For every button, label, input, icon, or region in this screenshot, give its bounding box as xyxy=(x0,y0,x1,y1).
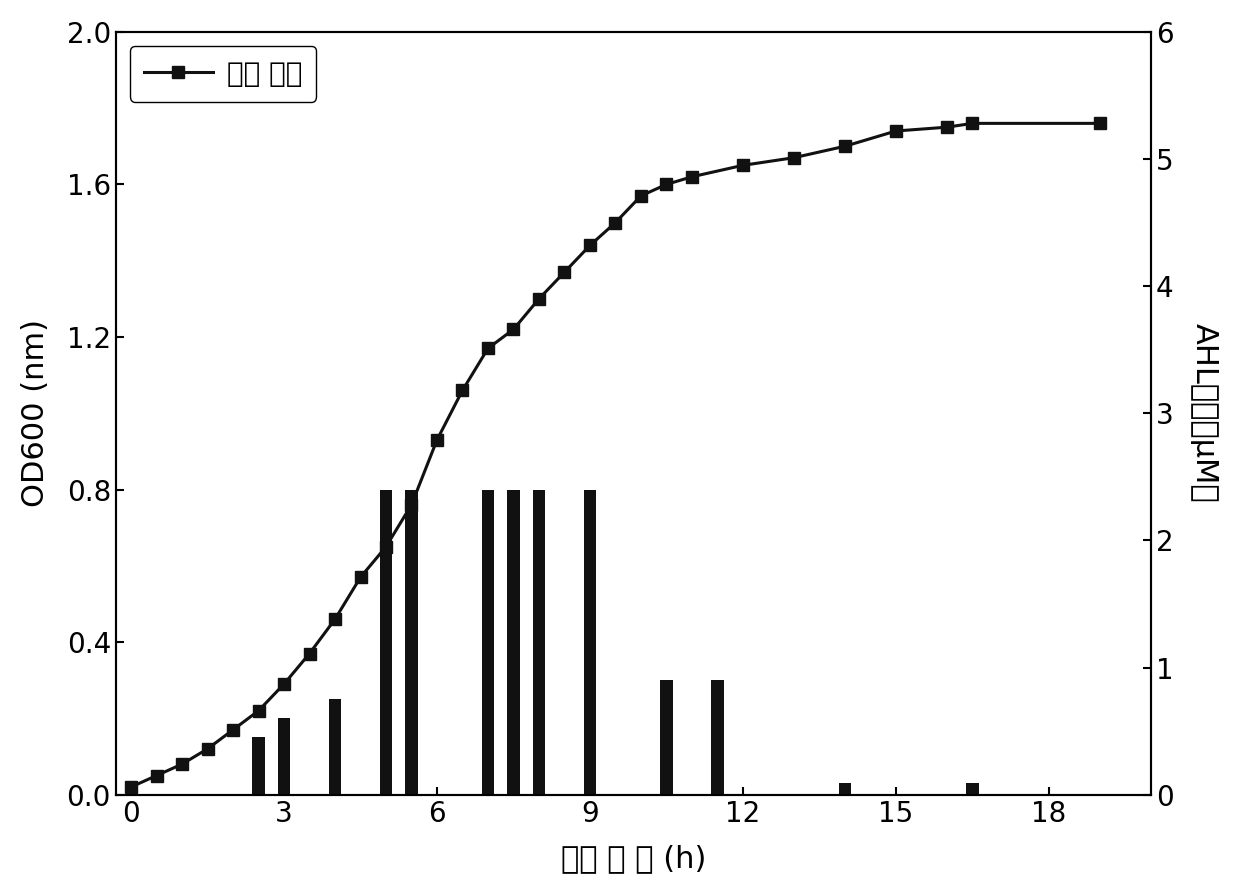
Bar xyxy=(405,490,418,795)
Bar xyxy=(711,680,724,795)
生长 曲线 xyxy=(327,614,342,625)
X-axis label: 培养 时 间 (h): 培养 时 间 (h) xyxy=(560,844,706,873)
生长 曲线 xyxy=(175,759,190,770)
生长 曲线 xyxy=(634,190,649,201)
生长 曲线 xyxy=(378,542,393,552)
生长 曲线 xyxy=(200,744,215,755)
生长 曲线 xyxy=(250,705,265,716)
生长 曲线 xyxy=(583,240,598,251)
Bar xyxy=(329,699,341,795)
生长 曲线 xyxy=(786,152,801,163)
Bar xyxy=(278,719,290,795)
Bar xyxy=(379,490,392,795)
生长 曲线 xyxy=(404,500,419,510)
生长 曲线 xyxy=(658,179,673,190)
生长 曲线 xyxy=(684,172,699,182)
Bar xyxy=(252,738,265,795)
Bar xyxy=(838,783,852,795)
Bar xyxy=(966,783,978,795)
生长 曲线 xyxy=(124,781,139,792)
生长 曲线 xyxy=(532,293,547,304)
生长 曲线 xyxy=(481,343,496,354)
生长 曲线 xyxy=(965,118,980,129)
生长 曲线 xyxy=(506,324,521,334)
生长 曲线 xyxy=(303,648,317,659)
生长 曲线 xyxy=(429,434,444,445)
生长 曲线 xyxy=(149,771,164,781)
生长 曲线 xyxy=(735,160,750,171)
生长 曲线 xyxy=(608,217,622,228)
Bar xyxy=(507,490,520,795)
生长 曲线 xyxy=(226,724,241,735)
生长 曲线 xyxy=(277,679,291,689)
Bar xyxy=(584,490,596,795)
Bar xyxy=(660,680,673,795)
Bar xyxy=(481,490,495,795)
Y-axis label: AHL浓度（μM）: AHL浓度（μM） xyxy=(1190,324,1219,503)
生长 曲线 xyxy=(455,385,470,396)
Y-axis label: OD600 (nm): OD600 (nm) xyxy=(21,319,50,507)
生长 曲线 xyxy=(940,122,955,132)
Line: 生长 曲线: 生长 曲线 xyxy=(125,118,1105,793)
生长 曲线 xyxy=(889,126,904,137)
生长 曲线 xyxy=(557,266,572,277)
生长 曲线 xyxy=(837,141,852,152)
生长 曲线 xyxy=(353,572,368,583)
Legend: 生长 曲线: 生长 曲线 xyxy=(130,46,316,102)
Bar xyxy=(533,490,546,795)
生长 曲线 xyxy=(1092,118,1107,129)
